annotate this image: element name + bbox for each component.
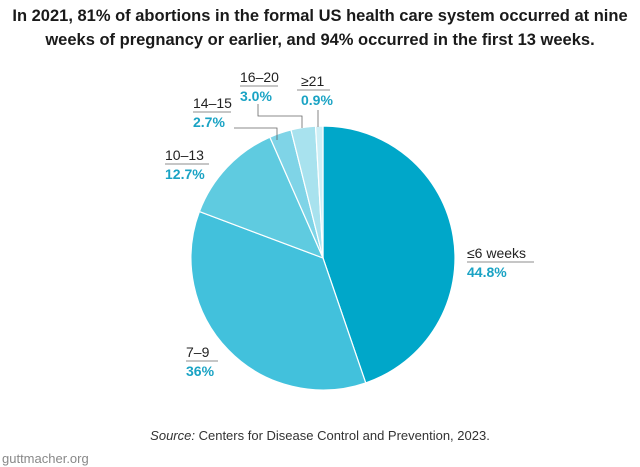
pie-slice — [322, 125, 456, 384]
slice-label: 7–9 — [186, 344, 210, 360]
pie-slice — [314, 125, 324, 259]
slice-value: 2.7% — [193, 114, 225, 130]
slice-value: 36% — [186, 363, 215, 379]
slice-label: 16–20 — [240, 69, 279, 85]
slice-label: ≥21 — [301, 73, 324, 89]
slice-label: ≤6 weeks — [467, 245, 526, 261]
source-prefix: Source: — [150, 428, 195, 443]
slice-value: 3.0% — [240, 88, 272, 104]
slice-value: 12.7% — [165, 166, 205, 182]
chart-title: In 2021, 81% of abortions in the formal … — [12, 7, 628, 49]
brand-logo: guttmacher.org — [2, 451, 89, 466]
pie-slice — [198, 136, 325, 260]
leader-line — [257, 104, 303, 128]
slice-label: 14–15 — [193, 95, 232, 111]
slice-value: 44.8% — [467, 264, 507, 280]
source-text: Centers for Disease Control and Preventi… — [194, 428, 490, 443]
leader-line — [234, 127, 278, 140]
pie-slice — [190, 210, 367, 391]
source-note: Source: Centers for Disease Control and … — [0, 428, 640, 443]
slice-label: 10–13 — [165, 147, 204, 163]
slice-value: 0.9% — [301, 92, 333, 108]
